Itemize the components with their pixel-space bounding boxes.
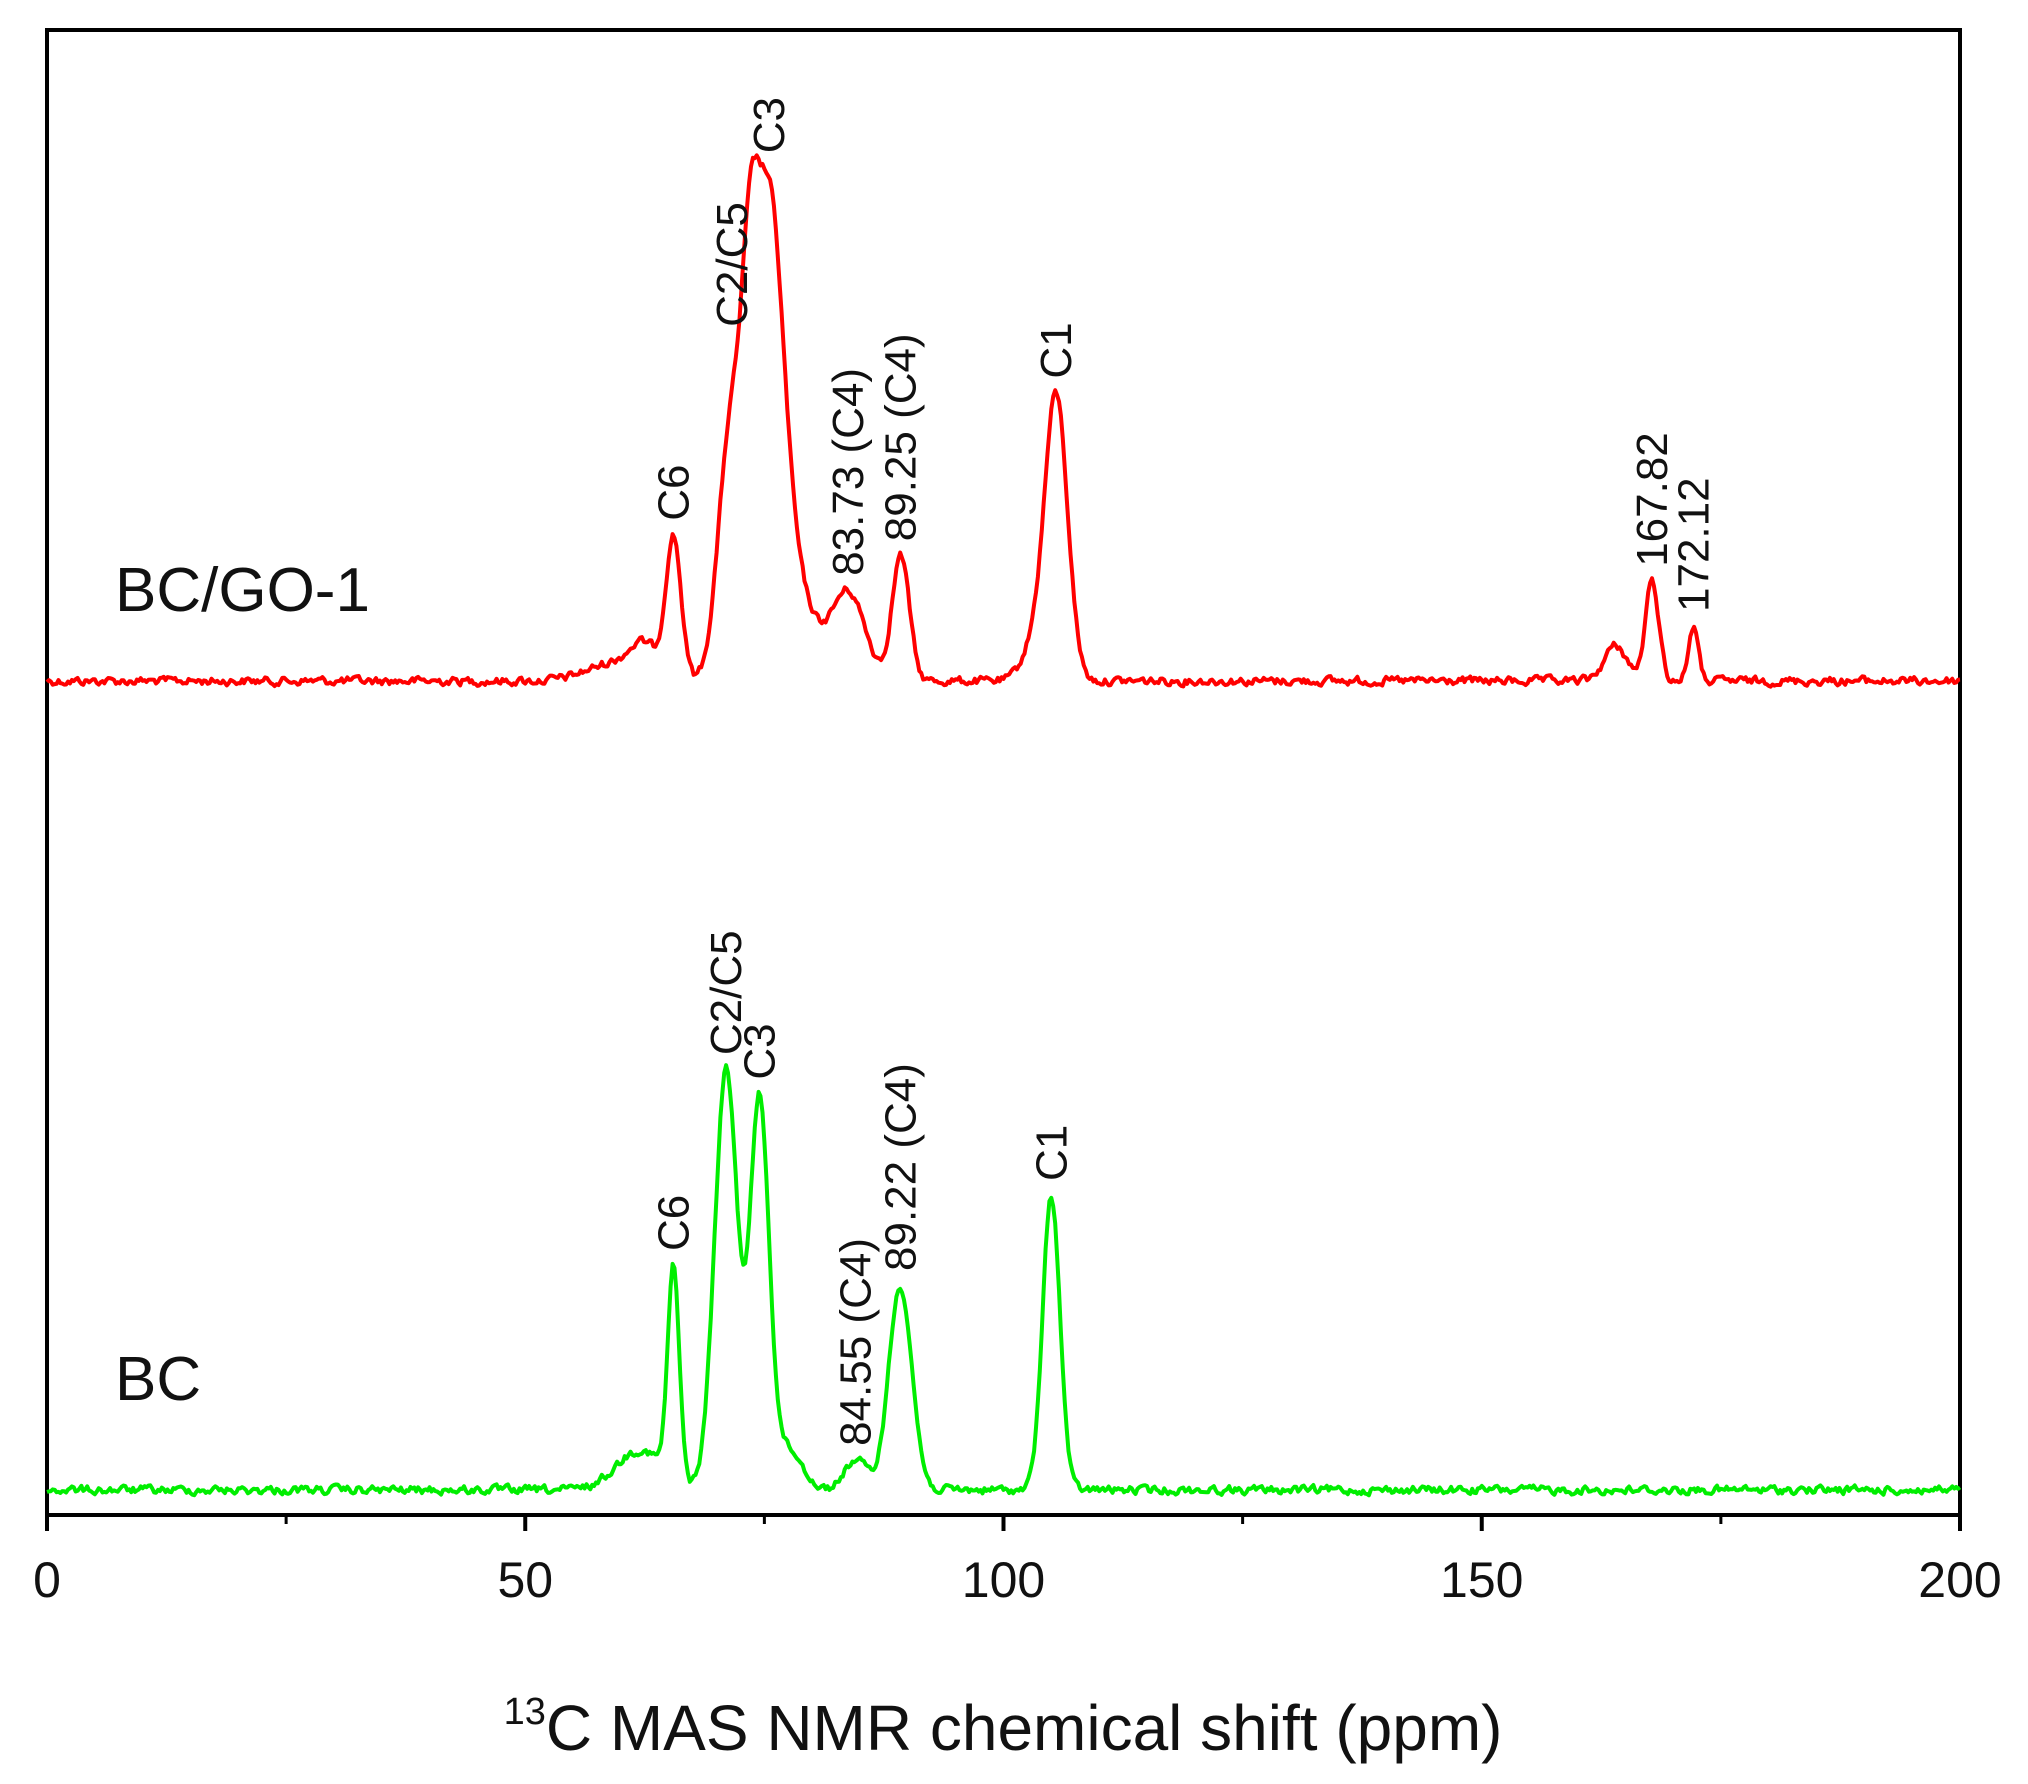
- x-tick-label-0: 0: [33, 1552, 61, 1608]
- peak-label-0-7: 172.12: [1669, 477, 1718, 612]
- series-line-0: [45, 153, 1961, 689]
- peak-label-1-2: C3: [736, 1023, 785, 1079]
- x-tick-label-4: 200: [1918, 1552, 2001, 1608]
- peak-label-1-1: C2/C5: [702, 930, 751, 1055]
- x-axis-label-superscript: 13: [504, 1691, 546, 1733]
- x-tick-label-2: 100: [962, 1552, 1045, 1608]
- peak-label-1-3: 84.55 (C4): [832, 1238, 881, 1446]
- x-tick-label-3: 150: [1440, 1552, 1523, 1608]
- series-layer: [45, 153, 1962, 1498]
- peak-label-0-0: C6: [650, 465, 699, 521]
- peak-label-1-5: C1: [1027, 1125, 1076, 1181]
- series-label-1: BC: [115, 1345, 201, 1414]
- plot-frame: [45, 28, 1962, 1517]
- peak-label-0-6: 167.82: [1628, 432, 1677, 567]
- peak-label-1-4: 89.22 (C4): [876, 1063, 925, 1271]
- x-axis: 0 50 100 150 200: [33, 1515, 2002, 1608]
- x-axis-label-main: C MAS NMR chemical shift (ppm): [546, 1692, 1503, 1764]
- series-label-0: BC/GO-1: [115, 556, 370, 625]
- peak-label-0-5: C1: [1032, 322, 1081, 378]
- x-tick-label-1: 50: [497, 1552, 553, 1608]
- peak-label-0-3: 83.73 (C4): [824, 368, 873, 576]
- peak-label-0-4: 89.25 (C4): [877, 333, 926, 541]
- x-axis-label: 13C MAS NMR chemical shift (ppm): [504, 1691, 1503, 1764]
- series-line-1: [46, 1063, 1962, 1498]
- peak-label-0-2: C3: [745, 97, 794, 153]
- peak-label-0-1: C2/C5: [708, 202, 757, 327]
- peak-label-1-0: C6: [650, 1195, 699, 1251]
